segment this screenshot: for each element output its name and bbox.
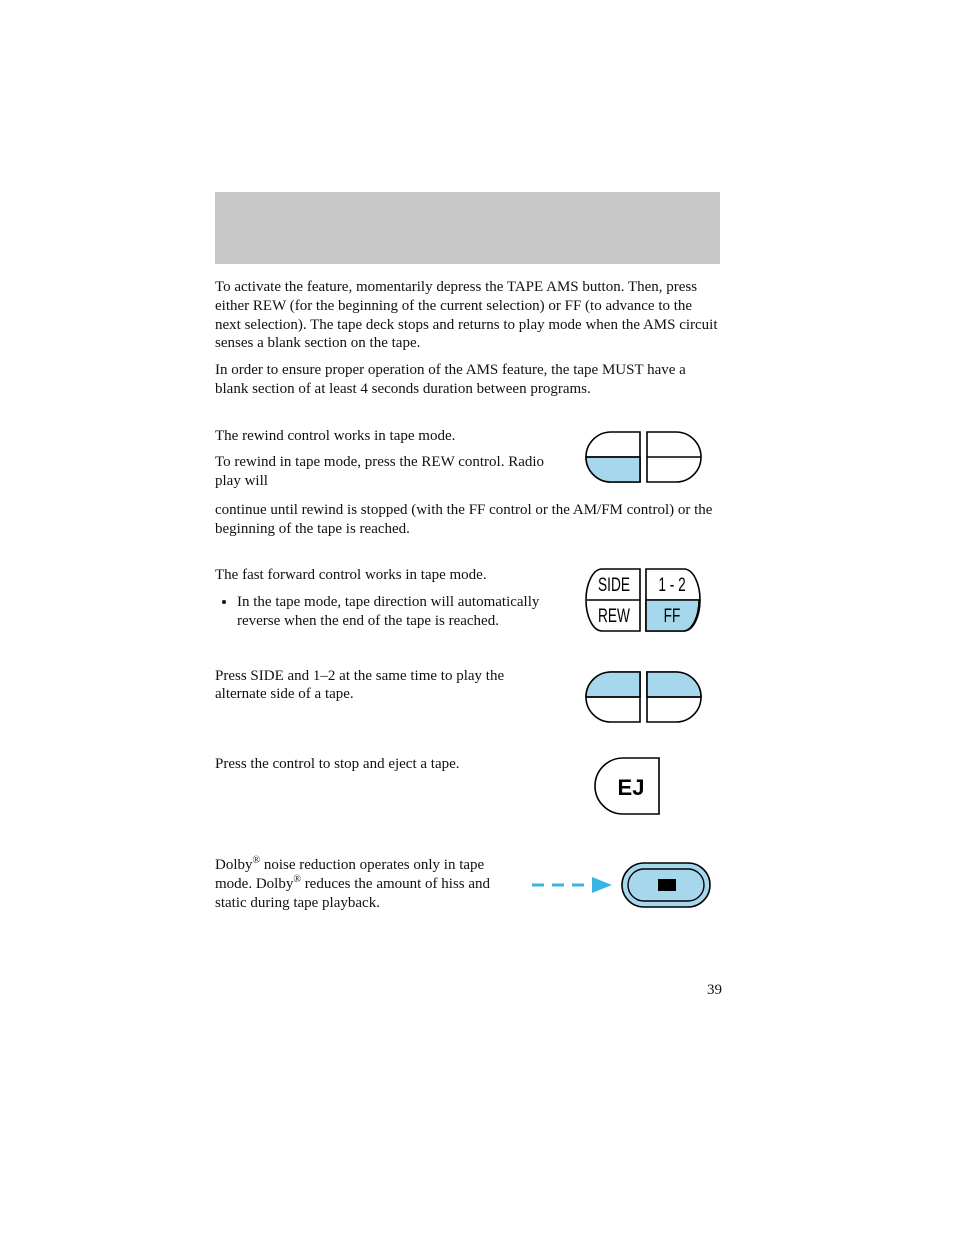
- label-rew: REW: [598, 605, 630, 627]
- registered-icon: ®: [293, 874, 301, 885]
- dolby-text: Dolby® noise reduction operates only in …: [215, 855, 514, 921]
- dolby-button-icon: [530, 855, 720, 915]
- label-ff: FF: [664, 605, 681, 627]
- rewind-figure: [570, 427, 720, 487]
- ff-p1: The fast forward control works in tape m…: [215, 566, 554, 585]
- ff-bullet-1: In the tape mode, tape direction will au…: [237, 593, 554, 631]
- dolby-section: Dolby® noise reduction operates only in …: [215, 855, 720, 921]
- rewind-text: The rewind control works in tape mode. T…: [215, 427, 554, 499]
- eject-text: Press the control to stop and eject a ta…: [215, 755, 554, 782]
- alternate-figure: [570, 667, 720, 727]
- eject-label: EJ: [618, 775, 645, 800]
- label-side: SIDE: [598, 574, 630, 596]
- eject-section: Press the control to stop and eject a ta…: [215, 755, 720, 817]
- page-number: 39: [707, 982, 722, 999]
- intro-paragraph-1: To activate the feature, momentarily dep…: [215, 278, 720, 353]
- alternate-p1: Press SIDE and 1–2 at the same time to p…: [215, 667, 554, 705]
- ff-section: The fast forward control works in tape m…: [215, 566, 720, 638]
- rewind-p2: To rewind in tape mode, press the REW co…: [215, 453, 554, 491]
- dolby-t1: Dolby: [215, 857, 253, 873]
- eject-figure: EJ: [570, 755, 720, 817]
- dolby-figure: [530, 855, 720, 915]
- rewind-button-icon: [585, 427, 705, 487]
- intro-paragraph-2: In order to ensure proper operation of t…: [215, 361, 720, 399]
- label-one-two: 1 - 2: [658, 574, 685, 596]
- rewind-p1: The rewind control works in tape mode.: [215, 427, 554, 446]
- buttons-labeled-icon: SIDE 1 - 2 REW FF: [580, 566, 710, 636]
- alternate-button-icon: [585, 667, 705, 727]
- registered-icon: ®: [253, 855, 261, 866]
- eject-p1: Press the control to stop and eject a ta…: [215, 755, 554, 774]
- manual-page: To activate the feature, momentarily dep…: [0, 0, 954, 1235]
- dolby-paragraph: Dolby® noise reduction operates only in …: [215, 855, 514, 913]
- alternate-section: Press SIDE and 1–2 at the same time to p…: [215, 667, 720, 727]
- ff-text: The fast forward control works in tape m…: [215, 566, 554, 638]
- rewind-p3: continue until rewind is stopped (with t…: [215, 501, 720, 539]
- alternate-text: Press SIDE and 1–2 at the same time to p…: [215, 667, 554, 713]
- header-bar: [215, 192, 720, 264]
- ff-figure: SIDE 1 - 2 REW FF: [570, 566, 720, 636]
- rewind-section: The rewind control works in tape mode. T…: [215, 427, 720, 499]
- content-column: To activate the feature, momentarily dep…: [215, 278, 720, 921]
- eject-button-icon: EJ: [585, 755, 705, 817]
